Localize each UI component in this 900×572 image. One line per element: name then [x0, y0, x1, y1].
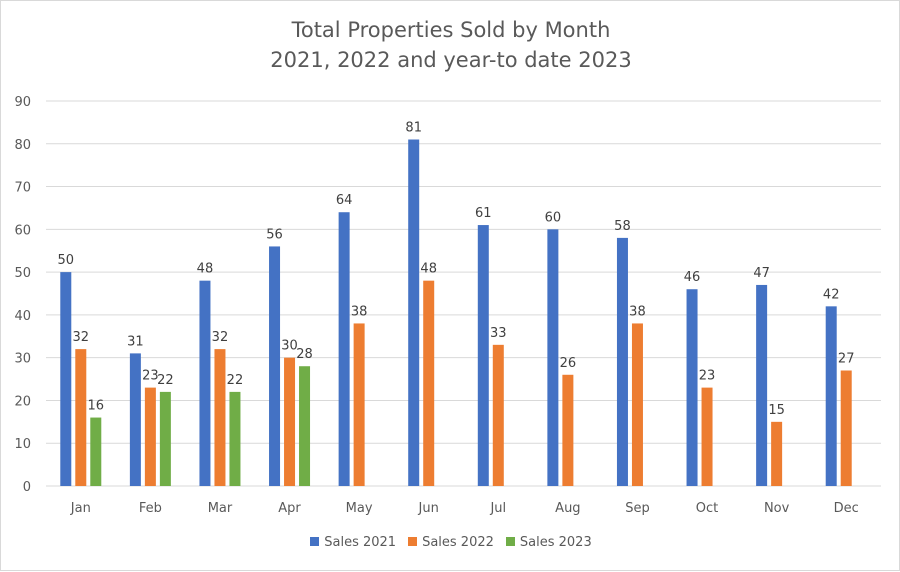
- bar: [408, 139, 420, 486]
- bar: [701, 387, 713, 486]
- data-label: 38: [629, 304, 646, 319]
- data-label: 56: [266, 227, 283, 242]
- bar: [299, 366, 311, 486]
- bar: [159, 391, 171, 486]
- bar: [353, 323, 365, 486]
- data-label: 81: [405, 121, 422, 136]
- bar: [756, 284, 768, 486]
- bar: [75, 349, 87, 486]
- data-label: 22: [227, 373, 244, 388]
- data-label: 23: [699, 369, 716, 384]
- bar: [616, 237, 628, 486]
- data-label: 22: [157, 373, 174, 388]
- bar: [284, 357, 296, 486]
- y-tick-label: 50: [14, 266, 31, 281]
- x-tick-label: Nov: [764, 501, 790, 516]
- bar: [144, 387, 156, 486]
- data-label: 23: [142, 369, 159, 384]
- bar: [547, 229, 559, 487]
- bar: [129, 353, 141, 486]
- bar: [492, 344, 504, 486]
- data-label: 38: [351, 304, 368, 319]
- legend-swatch: [505, 537, 515, 546]
- x-tick-label: May: [346, 501, 373, 516]
- chart-subtitle: 2021, 2022 and year-to date 2023: [270, 48, 632, 72]
- x-tick-label: Oct: [696, 501, 718, 516]
- bar: [199, 280, 211, 486]
- legend-label: Sales 2022: [422, 535, 494, 550]
- legend-swatch: [310, 537, 320, 546]
- data-label: 64: [336, 193, 353, 208]
- data-label: 30: [281, 339, 298, 354]
- data-label: 48: [197, 262, 214, 277]
- data-label: 15: [768, 403, 785, 418]
- data-label: 58: [614, 219, 631, 234]
- x-tick-label: Dec: [834, 501, 859, 516]
- legend: Sales 2021 Sales 2022 Sales 2023: [1, 535, 900, 550]
- bar: [477, 225, 489, 487]
- bar: [423, 280, 435, 486]
- data-label: 16: [88, 399, 105, 414]
- bar: [840, 370, 852, 486]
- x-tick-label: Jan: [70, 501, 91, 516]
- data-label: 61: [475, 206, 492, 221]
- x-tick-label: Sep: [625, 501, 650, 516]
- legend-label: Sales 2023: [519, 535, 592, 550]
- x-tick-label: Feb: [139, 501, 162, 516]
- legend-label: Sales 2021: [324, 535, 397, 550]
- legend-item: Sales 2022: [408, 535, 494, 550]
- chart-title-block: Total Properties Sold by Month 2021, 202…: [1, 15, 900, 75]
- data-label: 26: [560, 356, 577, 371]
- data-label: 32: [212, 330, 229, 345]
- data-label: 32: [73, 330, 90, 345]
- y-tick-label: 0: [23, 480, 31, 495]
- data-label: 50: [58, 253, 75, 268]
- bar: [631, 323, 643, 486]
- data-label: 33: [490, 326, 507, 341]
- legend-item: Sales 2023: [505, 535, 592, 550]
- bar: [338, 212, 350, 486]
- legend-swatch: [408, 537, 418, 546]
- y-tick-label: 90: [14, 95, 31, 110]
- legend-item: Sales 2021: [310, 535, 396, 550]
- x-tick-label: Jun: [418, 501, 439, 516]
- bar: [771, 421, 783, 486]
- y-tick-label: 20: [14, 394, 31, 409]
- data-label: 42: [823, 287, 840, 302]
- bar: [269, 246, 281, 486]
- x-tick-label: Jul: [489, 501, 506, 516]
- bar: [825, 306, 837, 486]
- y-tick-label: 70: [14, 181, 31, 196]
- data-label: 60: [545, 210, 562, 225]
- chart-title: Total Properties Sold by Month: [291, 18, 611, 42]
- x-tick-label: Mar: [208, 501, 233, 516]
- bar: [90, 417, 102, 486]
- bar: [60, 272, 72, 486]
- data-label: 28: [296, 347, 313, 362]
- y-tick-label: 40: [14, 309, 31, 324]
- bar: [214, 349, 226, 486]
- bar: [562, 374, 574, 486]
- data-label: 47: [753, 266, 770, 281]
- y-tick-label: 60: [14, 223, 31, 238]
- data-label: 31: [127, 334, 144, 349]
- data-label: 27: [838, 352, 855, 367]
- x-tick-label: Aug: [555, 501, 580, 516]
- bar: [686, 289, 698, 486]
- y-tick-label: 30: [14, 352, 31, 367]
- y-tick-label: 10: [14, 437, 31, 452]
- bar: [229, 391, 241, 486]
- data-label: 46: [684, 270, 701, 285]
- data-label: 48: [420, 262, 437, 277]
- x-tick-label: Apr: [278, 501, 301, 516]
- y-tick-label: 80: [14, 138, 31, 153]
